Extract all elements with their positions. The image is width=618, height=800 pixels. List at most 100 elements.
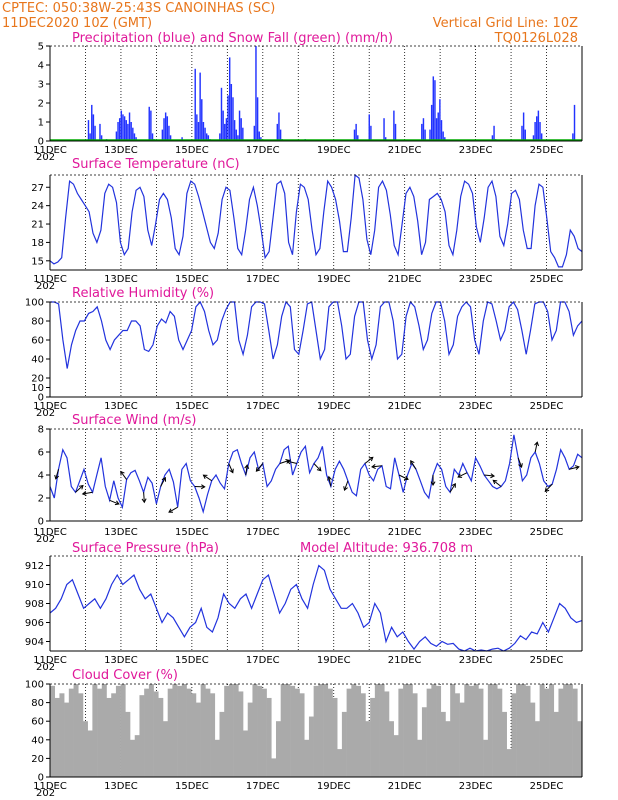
wind-arrowhead — [78, 484, 84, 490]
header-grid-line: Vertical Grid Line: 10Z — [433, 16, 578, 31]
x-tick-label: 13DEC — [104, 401, 138, 412]
precip-bar — [125, 120, 127, 141]
cloud-bar — [469, 685, 475, 777]
wind-arrow — [168, 506, 178, 513]
x-tick-label: 21DEC — [388, 655, 422, 666]
cloud-bar — [351, 684, 357, 777]
x-tick-label: 11DEC — [33, 274, 67, 285]
precip-bar — [255, 46, 257, 141]
precip-bar — [204, 127, 206, 141]
cloud-bar — [257, 685, 263, 777]
y-tick-label: 60 — [31, 717, 44, 728]
precip-bar — [442, 131, 444, 141]
wind-arrowhead — [534, 441, 540, 447]
x-tick-label: 21DEC — [388, 145, 422, 156]
wind-arrowhead — [371, 464, 376, 469]
wind-arrow — [255, 463, 264, 472]
cloud-bar — [323, 684, 329, 777]
wind-arrow — [287, 460, 297, 464]
precip-bar — [194, 68, 196, 141]
wind-arrowhead — [316, 466, 322, 472]
x-tick-label: 11DEC — [33, 655, 67, 666]
precip-bar — [242, 127, 244, 141]
precip-bar — [237, 135, 239, 141]
y-tick-label: 1 — [38, 118, 44, 129]
y-tick-label: 100 — [25, 680, 44, 691]
cloud-bar — [539, 684, 545, 777]
y-tick-label: 8 — [38, 425, 44, 436]
precip-bar — [207, 135, 210, 141]
wind-arrowhead — [81, 490, 87, 496]
cloud-bar — [148, 684, 154, 777]
precip-bar — [370, 125, 372, 141]
precip-bar — [91, 104, 93, 141]
wind-arrowhead — [457, 473, 463, 478]
precip-bar — [539, 122, 541, 141]
x-year-label: 202 — [36, 281, 55, 292]
y-tick-label: 21 — [31, 220, 44, 231]
cloud-bar — [577, 721, 583, 777]
cloud-bar — [78, 693, 84, 777]
cloud-bar — [421, 707, 427, 777]
wind-arrow — [75, 485, 84, 493]
precip-bar — [228, 57, 231, 141]
cloud-bar — [59, 693, 65, 777]
cloud-bar — [200, 684, 206, 777]
wind-arrowhead — [490, 473, 496, 479]
cloud-bar — [294, 688, 300, 777]
cloud-bar — [384, 691, 390, 777]
y-tick-label: 904 — [25, 637, 44, 648]
cloud-bar — [111, 693, 117, 777]
precip-bar — [219, 133, 221, 141]
cloud-bar — [299, 693, 305, 777]
cloud-bar — [412, 693, 418, 777]
y-tick-label: 5 — [38, 42, 44, 53]
wind-arrowhead — [544, 487, 550, 493]
precip-bar — [258, 131, 260, 141]
wind-arrow — [410, 460, 417, 470]
precip-bar — [424, 129, 426, 141]
x-tick-label: 25DEC — [530, 401, 564, 412]
precip-bar — [384, 137, 387, 141]
wind-arrowhead — [451, 482, 456, 488]
cloud-bar — [407, 684, 413, 777]
x-tick-label: 17DEC — [246, 527, 280, 538]
y-tick-label: 0 — [38, 773, 44, 784]
wind-arrowhead — [403, 475, 409, 481]
cloud-bar — [337, 749, 343, 777]
cloud-bar — [261, 688, 267, 777]
x-tick-label: 15DEC — [175, 655, 209, 666]
cloud-bar — [247, 702, 253, 777]
cloud-bar — [177, 685, 183, 777]
x-tick-label: 15DEC — [175, 274, 209, 285]
wind-arrowhead — [54, 474, 60, 480]
y-tick-label: 40 — [31, 735, 44, 746]
wind-arrow — [82, 491, 93, 495]
wind-arrowhead — [343, 486, 348, 492]
wind-arrow — [534, 442, 538, 453]
precip-bar — [493, 125, 495, 141]
y-tick-label: 20 — [31, 754, 44, 765]
cloud-bar — [195, 702, 201, 777]
y-tick-label: 24 — [31, 201, 44, 212]
x-tick-label: 13DEC — [104, 781, 138, 792]
precip-bar — [202, 122, 205, 141]
cloud-bar — [501, 711, 507, 777]
x-tick-label: 23DEC — [459, 274, 493, 285]
cloud-bar — [54, 697, 60, 777]
wind-arrow — [344, 480, 349, 491]
rh-title: Relative Humidity (%) — [72, 286, 214, 301]
cloud-bar — [341, 711, 347, 777]
x-tick-label: 15DEC — [175, 145, 209, 156]
precip-bar — [278, 112, 280, 141]
wind-arrowhead — [229, 468, 234, 474]
wind-arrow — [143, 492, 145, 503]
precip-bar — [230, 84, 233, 141]
cloud-bar — [492, 684, 498, 777]
cloud-bar — [214, 739, 220, 777]
x-tick-label: 15DEC — [175, 781, 209, 792]
x-tick-label: 19DEC — [317, 527, 351, 538]
wind-arrowhead — [574, 465, 580, 471]
wind-arrowhead — [368, 456, 374, 462]
precip-bar — [444, 137, 446, 141]
